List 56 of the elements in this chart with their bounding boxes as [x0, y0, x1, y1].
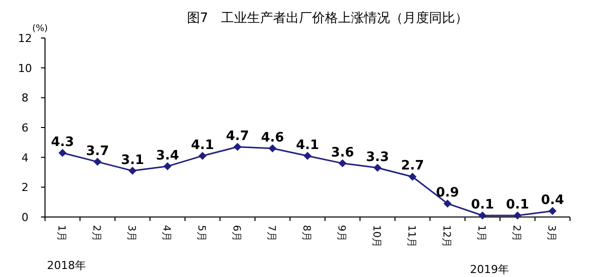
x-tick-label: 10月: [370, 225, 382, 248]
y-axis-title: (%): [32, 24, 48, 34]
y-tick-label: 6: [22, 122, 28, 134]
point: [548, 207, 556, 216]
data-label: 0.1: [506, 198, 530, 213]
data-label: 3.3: [366, 150, 390, 165]
data-label: 4.1: [296, 138, 320, 153]
chart-title: 图7 工业生产者出厂价格上涨情况（月度同比）: [186, 10, 468, 26]
y-tick-label: 2: [22, 181, 28, 194]
data-label: 4.6: [260, 130, 284, 146]
point: [234, 142, 242, 151]
x-tick-label: 7月: [266, 225, 276, 242]
point: [444, 200, 452, 208]
data-label: 0.4: [540, 193, 564, 208]
x-tick-label: 3月: [126, 225, 136, 242]
data-label: 3.7: [86, 144, 110, 159]
data-label: 3.1: [120, 152, 144, 168]
y-tick-label: 10: [18, 62, 32, 75]
x-tick-label: 4月: [160, 225, 172, 242]
point: [374, 164, 382, 172]
y-tick-label: 8: [22, 92, 28, 105]
text: 2019年: [470, 263, 509, 276]
point: [164, 162, 172, 170]
x-tick-label: 8月: [300, 225, 312, 242]
data-label: 3.4: [156, 148, 180, 164]
data-label: 3.6: [330, 145, 354, 160]
point: [338, 159, 346, 168]
point: [408, 172, 416, 181]
data-label: 4.3: [50, 134, 74, 150]
y-tick-label: 0: [22, 211, 28, 224]
point: [94, 158, 102, 166]
x-tick-label: 2月: [90, 225, 102, 242]
data-label: 0.9: [436, 186, 460, 201]
point: [304, 152, 312, 160]
data-label: 4.1: [190, 138, 214, 153]
point: [514, 212, 522, 220]
point: [128, 166, 136, 175]
data-label: 2.7: [400, 158, 424, 174]
text: 2018年: [47, 259, 86, 272]
y-tick-label: 12: [18, 32, 32, 45]
point: [478, 212, 486, 220]
x-tick-label: 11月: [406, 225, 416, 248]
x-tick-label: 5月: [196, 225, 206, 242]
x-tick-label: 1月: [476, 225, 486, 242]
x-tick-label: 3月: [546, 225, 556, 242]
x-tick-label: 12月: [440, 225, 452, 248]
x-tick-label: 9月: [336, 225, 346, 242]
x-tick-label: 1月: [56, 225, 66, 242]
data-label: 4.7: [226, 128, 250, 144]
data-label: 0.1: [470, 198, 494, 213]
x-tick-label: 6月: [230, 225, 242, 242]
x-tick-label: 2月: [510, 225, 522, 242]
point: [58, 148, 66, 157]
point: [198, 152, 206, 160]
y-tick-label: 4: [22, 151, 28, 164]
point: [268, 144, 276, 152]
